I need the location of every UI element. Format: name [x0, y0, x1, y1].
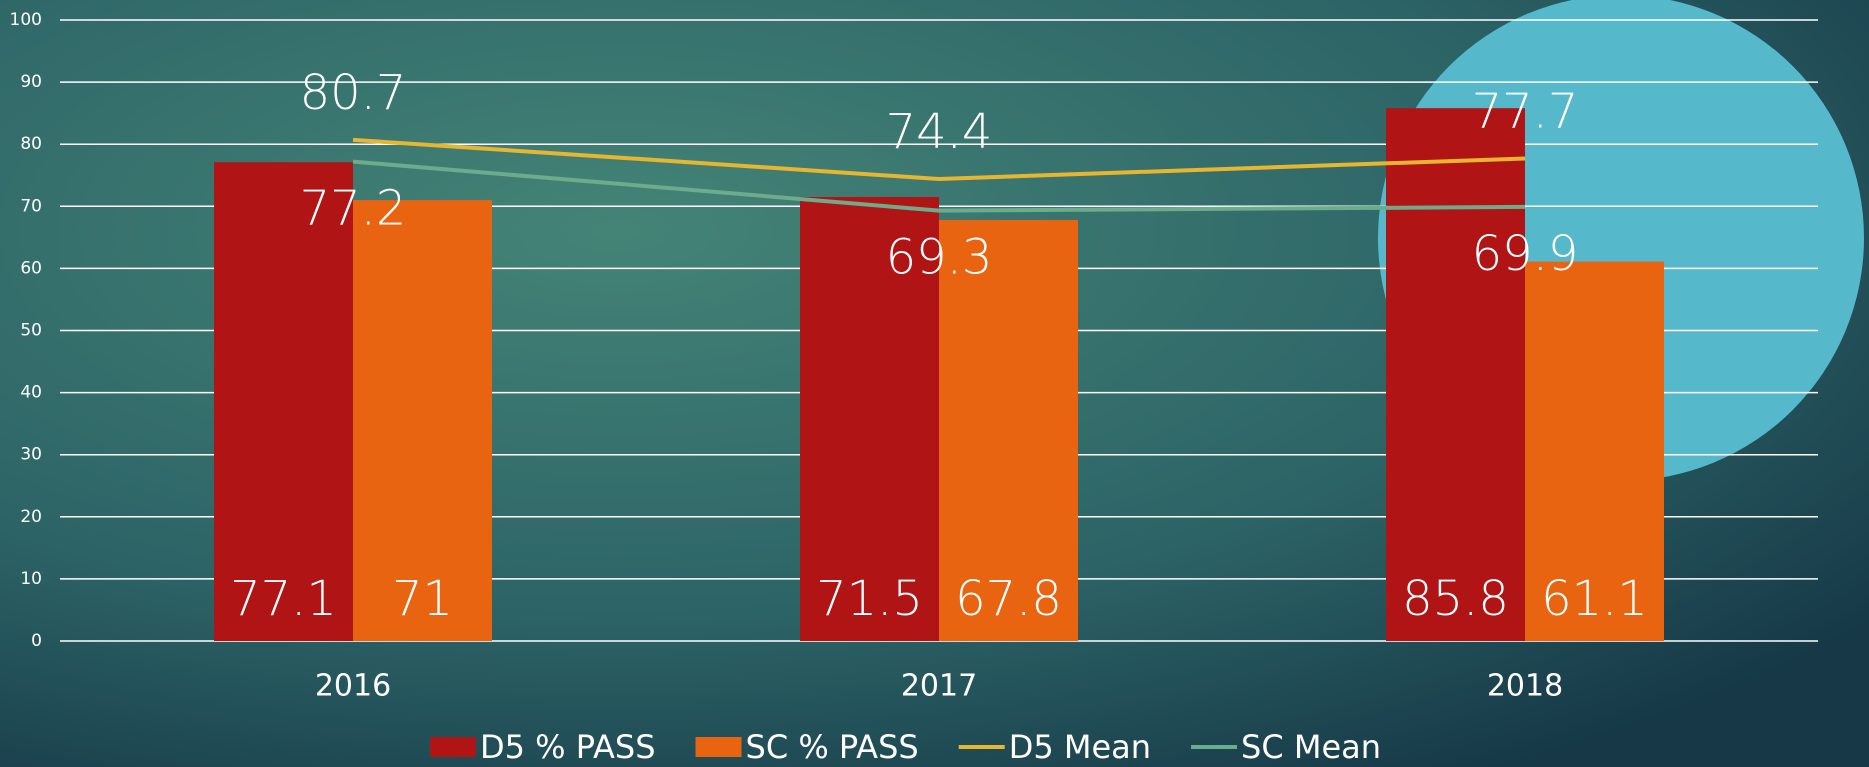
y-tick-label: 100: [10, 10, 42, 30]
bar: [800, 196, 939, 642]
y-tick-label: 50: [20, 321, 42, 341]
data-label: 74.4: [886, 104, 993, 160]
legend-label: D5 % PASS: [480, 728, 656, 766]
line: [352, 137, 1526, 181]
y-tick-label: 80: [20, 134, 42, 154]
data-label: 61.1: [1541, 571, 1648, 627]
bar: [353, 200, 492, 641]
y-tick-label: 0: [31, 631, 42, 651]
y-tick-label: 60: [20, 258, 42, 278]
bar: [1386, 108, 1525, 641]
y-tick-label: 90: [20, 72, 42, 92]
legend-swatch: [430, 737, 476, 757]
y-tick-label: 30: [20, 445, 42, 465]
legend-label: SC Mean: [1241, 728, 1381, 766]
y-tick-label: 20: [20, 507, 42, 527]
data-label: 77.1: [230, 571, 337, 627]
data-label: 69.9: [1472, 226, 1579, 282]
bar: [939, 219, 1078, 641]
x-tick-label: 2016: [315, 669, 391, 704]
bar: [214, 162, 353, 642]
legend-label: SC % PASS: [746, 728, 919, 766]
data-label: 80.7: [300, 65, 407, 121]
line: [352, 159, 1526, 213]
x-tick-label: 2017: [901, 669, 977, 704]
legend-swatch: [695, 737, 742, 757]
y-tick-label: 40: [20, 383, 42, 403]
y-tick-label: 70: [20, 196, 42, 216]
legend-label: D5 Mean: [1009, 728, 1151, 766]
data-label: 69.3: [886, 230, 993, 286]
y-tick-label: 10: [20, 569, 42, 589]
data-label: 71: [392, 571, 453, 627]
data-label: 71.5: [816, 571, 923, 627]
x-tick-label: 2018: [1487, 669, 1563, 704]
data-label: 77.7: [1472, 83, 1579, 139]
bar: [1525, 261, 1664, 641]
data-label: 85.8: [1402, 571, 1509, 627]
data-label: 77.2: [300, 181, 407, 237]
data-label: 67.8: [955, 571, 1062, 627]
